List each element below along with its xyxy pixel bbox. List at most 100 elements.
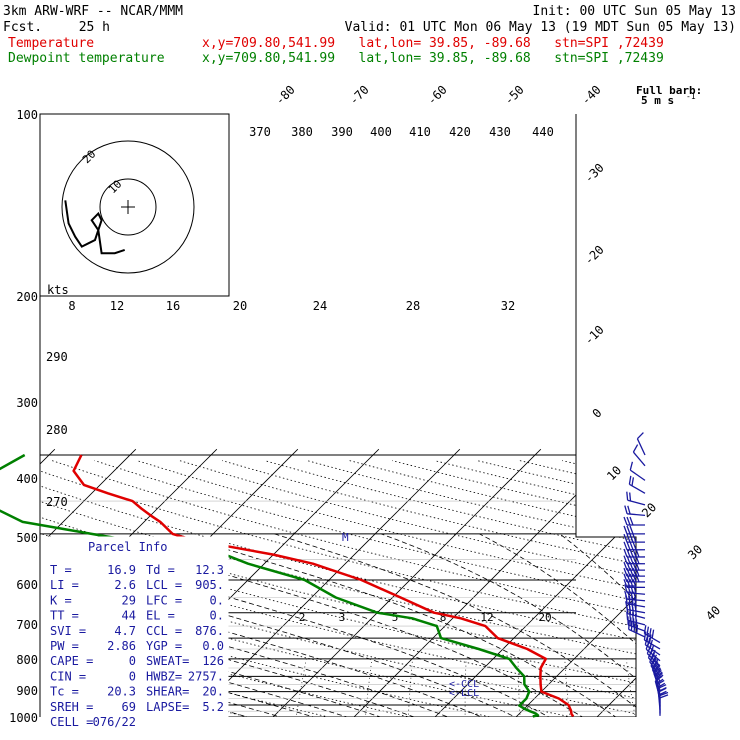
pressure-label: 600 bbox=[16, 578, 38, 592]
wind-barb bbox=[623, 573, 646, 583]
parcel-info-cell: 5.2 bbox=[202, 700, 224, 714]
barb-key-title: Full barb: bbox=[636, 84, 702, 97]
temperature-label: -40 bbox=[579, 83, 604, 108]
dry-adiabat-line bbox=[136, 460, 636, 717]
moist-adiabat-line bbox=[175, 533, 625, 717]
hodograph-trace bbox=[64, 200, 126, 255]
parcel-info-cell: 29 bbox=[122, 593, 136, 607]
dry-adiabat-label: 290 bbox=[46, 350, 68, 364]
wind-barb bbox=[626, 491, 646, 506]
moist-adiabat-line bbox=[91, 533, 592, 717]
hodograph-inset: 10 20 bbox=[39, 113, 230, 297]
dry-adiabat-line bbox=[264, 460, 636, 717]
moist-adiabat-line bbox=[274, 533, 636, 717]
parcel-info-cell: K = bbox=[50, 593, 72, 607]
parcel-info-cell: LI = bbox=[50, 578, 79, 592]
parcel-info-cell: 0. bbox=[210, 593, 224, 607]
pressure-label: 100 bbox=[16, 108, 38, 122]
wind-barb bbox=[628, 620, 646, 638]
parcel-info-cell: CCL = bbox=[146, 624, 182, 638]
parcel-info-title: Parcel Info bbox=[88, 540, 167, 554]
mixing-ratio-label: 20 bbox=[538, 611, 551, 624]
temperature-label: -60 bbox=[425, 83, 450, 108]
mixing-ratio-label: 3 bbox=[339, 611, 346, 624]
wind-barb bbox=[623, 561, 646, 571]
theta-e-label: 440 bbox=[532, 125, 554, 139]
wind-barb bbox=[627, 616, 646, 632]
kts-value: 16 bbox=[166, 299, 180, 313]
parcel-info-cell: LFC = bbox=[146, 593, 182, 607]
legend-temperature: Temperature bbox=[8, 36, 94, 51]
parcel-info-box: Parcel Info T = 16.9 Td = 12.3 LI = 2.6 LCL = 9… bbox=[40, 536, 229, 731]
mixing-ratio-label: 8 bbox=[440, 611, 447, 624]
parcel-info-cell: 876. bbox=[195, 624, 224, 638]
theta-e-label: 420 bbox=[449, 125, 471, 139]
kts-value: 24 bbox=[313, 299, 327, 313]
dry-adiabat-line bbox=[434, 460, 636, 717]
isotherm-line bbox=[40, 448, 137, 717]
parcel-info-cell: CAPE = bbox=[50, 654, 93, 668]
parcel-info-cell: SHEAR= bbox=[146, 685, 189, 699]
isotherm-line bbox=[591, 448, 636, 717]
moist-adiabat-line bbox=[40, 533, 495, 717]
legend-temperature-info: x,y=709.80,541.99 lat,lon= 39.85, -89.68… bbox=[202, 36, 664, 51]
pressure-label: 300 bbox=[16, 396, 38, 410]
hodograph-ring-outer bbox=[61, 140, 195, 274]
mixing-ratio-line bbox=[464, 658, 467, 717]
mixing-ratio-label: 5 bbox=[392, 611, 399, 624]
wind-barb bbox=[625, 595, 646, 608]
isotherm-line bbox=[186, 448, 461, 717]
dry-adiabat-line bbox=[349, 460, 636, 717]
pressure-label: 900 bbox=[16, 684, 38, 698]
mixing-ratio-lines bbox=[295, 658, 636, 717]
wind-barb bbox=[624, 505, 646, 517]
parcel-info-cell: 2757. bbox=[188, 669, 224, 683]
temperature-label: 10 bbox=[604, 463, 624, 483]
moist-adiabat-line bbox=[559, 533, 636, 717]
parcel-info-cell: SVI = bbox=[50, 624, 86, 638]
theta-e-label: 400 bbox=[370, 125, 392, 139]
parcel-info-cell: EL = bbox=[146, 609, 175, 623]
dry-adiabat-line bbox=[562, 460, 636, 717]
temperature-label: -20 bbox=[582, 243, 607, 268]
parcel-info-cell: 12.3 bbox=[195, 563, 224, 577]
temperature-label: 40 bbox=[703, 603, 723, 623]
legend-dewpoint-info: x,y=709.80,541.99 lat,lon= 39.85, -89.68… bbox=[202, 51, 664, 66]
wind-barb bbox=[643, 625, 661, 644]
temperature-label: 20 bbox=[639, 500, 659, 520]
kts-value: 28 bbox=[406, 299, 420, 313]
parcel-info-cell: PW = bbox=[50, 639, 79, 653]
wind-barb bbox=[623, 579, 646, 588]
parcel-info-cell: 20.3 bbox=[107, 685, 136, 699]
temperature-label: -70 bbox=[347, 83, 372, 108]
isotherm-line bbox=[672, 449, 740, 722]
forecast-hours: 25 h bbox=[79, 20, 110, 35]
init-time: Init: 00 UTC Sun 05 May 13 bbox=[533, 4, 737, 19]
parcel-info-cell: HWBZ= bbox=[146, 669, 182, 683]
mixing-ratio-line bbox=[295, 658, 307, 717]
temperature-label: 30 bbox=[685, 542, 705, 562]
mixing-ratio-label: 2 bbox=[299, 611, 306, 624]
wind-barb bbox=[629, 461, 646, 481]
theta-e-label: 430 bbox=[489, 125, 511, 139]
parcel-info-cell: 4.7 bbox=[114, 624, 136, 638]
pressure-label: 700 bbox=[16, 618, 38, 632]
barb-key-unit-exponent: -1 bbox=[686, 92, 696, 101]
temperature-label: -80 bbox=[273, 83, 298, 108]
wind-barb bbox=[628, 475, 646, 494]
mixing-ratio-line bbox=[364, 658, 373, 717]
moist-adiabat-line bbox=[40, 533, 430, 717]
pressure-axis-labels: 100 200 300 400 500 600 700 800 900 1000 bbox=[9, 108, 38, 725]
parcel-info-cell: LAPSE= bbox=[146, 700, 189, 714]
pressure-label: 500 bbox=[16, 531, 38, 545]
wind-barb bbox=[636, 432, 646, 456]
dry-adiabat-line bbox=[221, 460, 636, 717]
dry-adiabat-label: 280 bbox=[46, 423, 68, 437]
parcel-info-cell: 126 bbox=[202, 654, 224, 668]
kts-value: 12 bbox=[110, 299, 124, 313]
parcel-info-cell: 0. bbox=[210, 609, 224, 623]
parcel-info-cell: 2.86 bbox=[107, 639, 136, 653]
dry-adiabat-line bbox=[51, 460, 636, 717]
forecast-label: Fcst. bbox=[3, 20, 42, 35]
